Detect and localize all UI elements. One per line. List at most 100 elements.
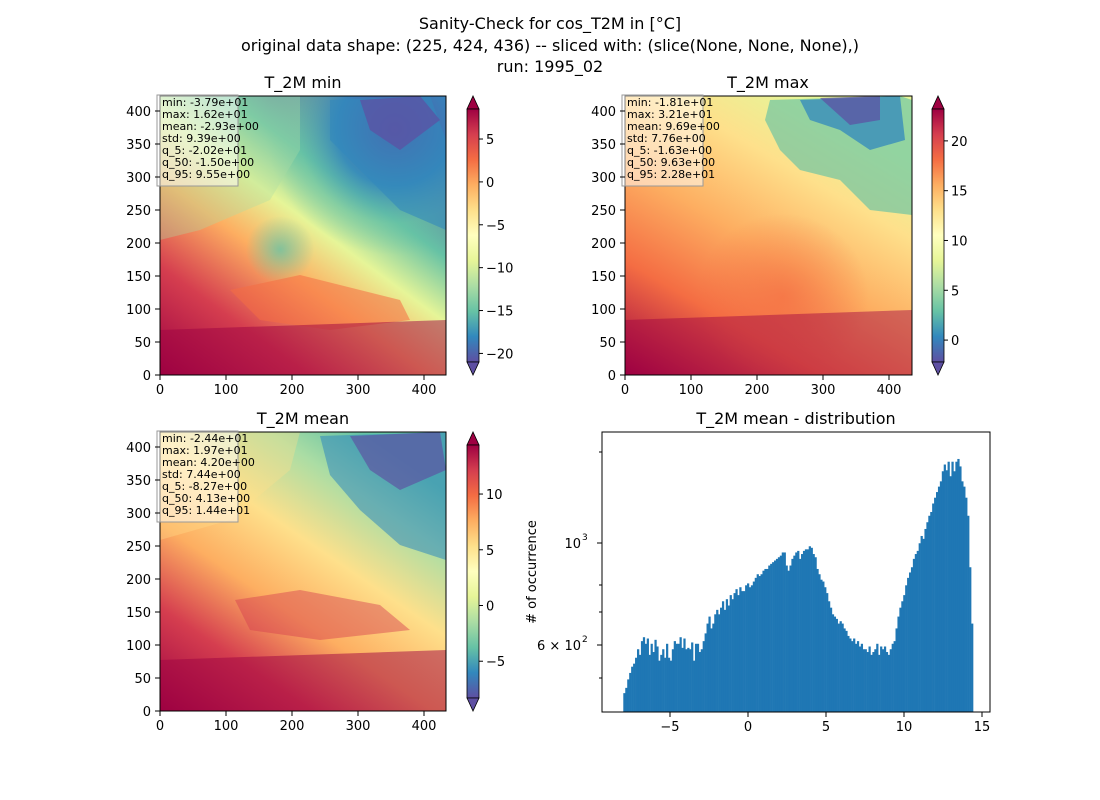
panel-min: T_2M min min: -3.79e+01 max: 1.62e+01 me…	[126, 73, 513, 398]
histogram-bar	[843, 628, 846, 712]
histogram-bar	[770, 563, 773, 712]
colorbar-tick-label: −5	[486, 219, 505, 234]
x-tick-label: 100	[214, 383, 239, 398]
x-tick-label: −5	[660, 720, 679, 735]
stat-line: q_95: 9.55e+00	[162, 168, 250, 181]
colorbar: 20 15 10 5 0	[931, 95, 968, 376]
histogram-bar	[743, 591, 746, 712]
stat-line: q_5: -8.27e+00	[162, 480, 247, 493]
histogram-bar	[893, 641, 896, 712]
stat-line: q_95: 1.44e+01	[162, 504, 250, 517]
histogram-bar	[870, 654, 873, 712]
y-tick-label: 100	[126, 303, 151, 318]
histogram-bar	[810, 547, 813, 712]
histogram-bar	[791, 558, 794, 712]
histogram-bar	[937, 486, 941, 712]
histogram-bar	[945, 470, 948, 712]
histogram-bar	[920, 535, 923, 712]
histogram-bar	[858, 646, 862, 712]
histogram-bar	[708, 616, 711, 712]
histogram-bar	[727, 605, 730, 712]
colorbar-extend-top	[466, 95, 480, 110]
figure-title: Sanity-Check for cos_T2M in [°C] origina…	[241, 14, 859, 77]
y-tick-label: 250	[126, 204, 151, 219]
histogram-bar	[779, 555, 783, 712]
y-axis-label: # of occurrence	[525, 520, 540, 624]
histogram-bar	[671, 649, 675, 712]
y-tick-label: 150	[591, 270, 616, 285]
histogram-bar	[855, 643, 858, 712]
y-tick-label: 50	[134, 336, 151, 351]
histogram-bar	[903, 595, 906, 712]
histogram-bar	[818, 574, 821, 712]
x-axis: 0 100 200 300 400	[156, 375, 437, 398]
y-tick-label: 400	[126, 441, 151, 456]
histogram-bar	[797, 550, 800, 712]
histogram-bar	[673, 641, 676, 712]
histogram-bar	[652, 652, 655, 712]
histogram-bar	[860, 643, 864, 712]
histogram-bar	[828, 601, 831, 712]
histogram-bar	[748, 587, 752, 712]
colorbar-extend-bottom	[466, 361, 480, 376]
histogram-bar	[689, 649, 692, 712]
histogram-bar	[648, 654, 651, 712]
histogram-bar	[905, 585, 908, 712]
histogram-bar	[664, 657, 667, 712]
figure-title-line-1: Sanity-Check for cos_T2M in [°C]	[419, 14, 681, 34]
histogram-bar	[967, 515, 970, 712]
y-tick-label: 400	[591, 105, 616, 120]
histogram-bar	[930, 511, 933, 712]
histogram-bar	[914, 554, 918, 712]
stat-line: min: -1.81e+01	[627, 96, 713, 109]
histogram-bar	[820, 579, 823, 712]
histogram-bar	[899, 607, 902, 712]
colorbar-tick-label: 5	[951, 284, 959, 299]
histogram-bar	[637, 649, 640, 712]
plot-frame	[159, 431, 447, 712]
histogram-bar	[662, 649, 665, 712]
histogram-bar	[806, 549, 810, 712]
plot-frame	[159, 95, 447, 376]
stat-line: mean: 4.20e+00	[162, 456, 255, 469]
histogram-bar	[723, 609, 727, 712]
stat-line: min: -2.44e+01	[162, 432, 248, 445]
histogram-bar	[750, 585, 754, 712]
histogram-bar	[874, 649, 877, 712]
colorbar-tick-label: −10	[486, 262, 513, 277]
x-tick-label: 100	[679, 383, 704, 398]
colorbar-ticks: 5 0 −5 −10 −15 −20	[479, 133, 513, 362]
y-tick-label: 100	[126, 639, 151, 654]
histogram-bar	[949, 476, 952, 712]
histogram-bar	[694, 643, 698, 712]
histogram-bar	[851, 641, 854, 712]
plot-frame	[624, 95, 913, 376]
colorbar-gradient	[931, 108, 945, 363]
histogram-bar	[627, 679, 630, 712]
histogram-bar	[772, 562, 775, 712]
histogram-bar	[775, 558, 779, 712]
histogram-bar	[677, 643, 680, 712]
histogram-bar	[856, 641, 860, 712]
histogram-bar	[868, 646, 871, 712]
histogram-bar	[752, 581, 756, 712]
colorbar: 5 0 −5 −10 −15 −20	[466, 95, 513, 376]
histogram-bar	[781, 552, 784, 712]
colorbar-tick-label: 5	[486, 544, 494, 559]
histogram-bar	[835, 618, 838, 712]
histogram-bar	[880, 646, 883, 712]
y-tick-label: 200	[126, 573, 151, 588]
y-tick-label: 150	[126, 270, 151, 285]
colorbar-tick-label: 20	[951, 135, 968, 150]
colorbar: 10 5 0 −5	[466, 431, 505, 712]
histogram-bar	[959, 466, 962, 712]
x-tick-label: 300	[346, 719, 371, 734]
x-tick-label: 400	[412, 383, 437, 398]
colorbar-tick-label: 15	[951, 185, 968, 200]
plot-frame	[601, 431, 991, 713]
y-tick-label: 150	[126, 606, 151, 621]
histogram-bar	[685, 649, 688, 712]
x-axis: 0 100 200 300 400	[621, 375, 901, 398]
histogram-bar	[667, 657, 671, 712]
panel-max: T_2M max min: -1.81e+01 max: 3.21e+01 me…	[591, 73, 967, 398]
